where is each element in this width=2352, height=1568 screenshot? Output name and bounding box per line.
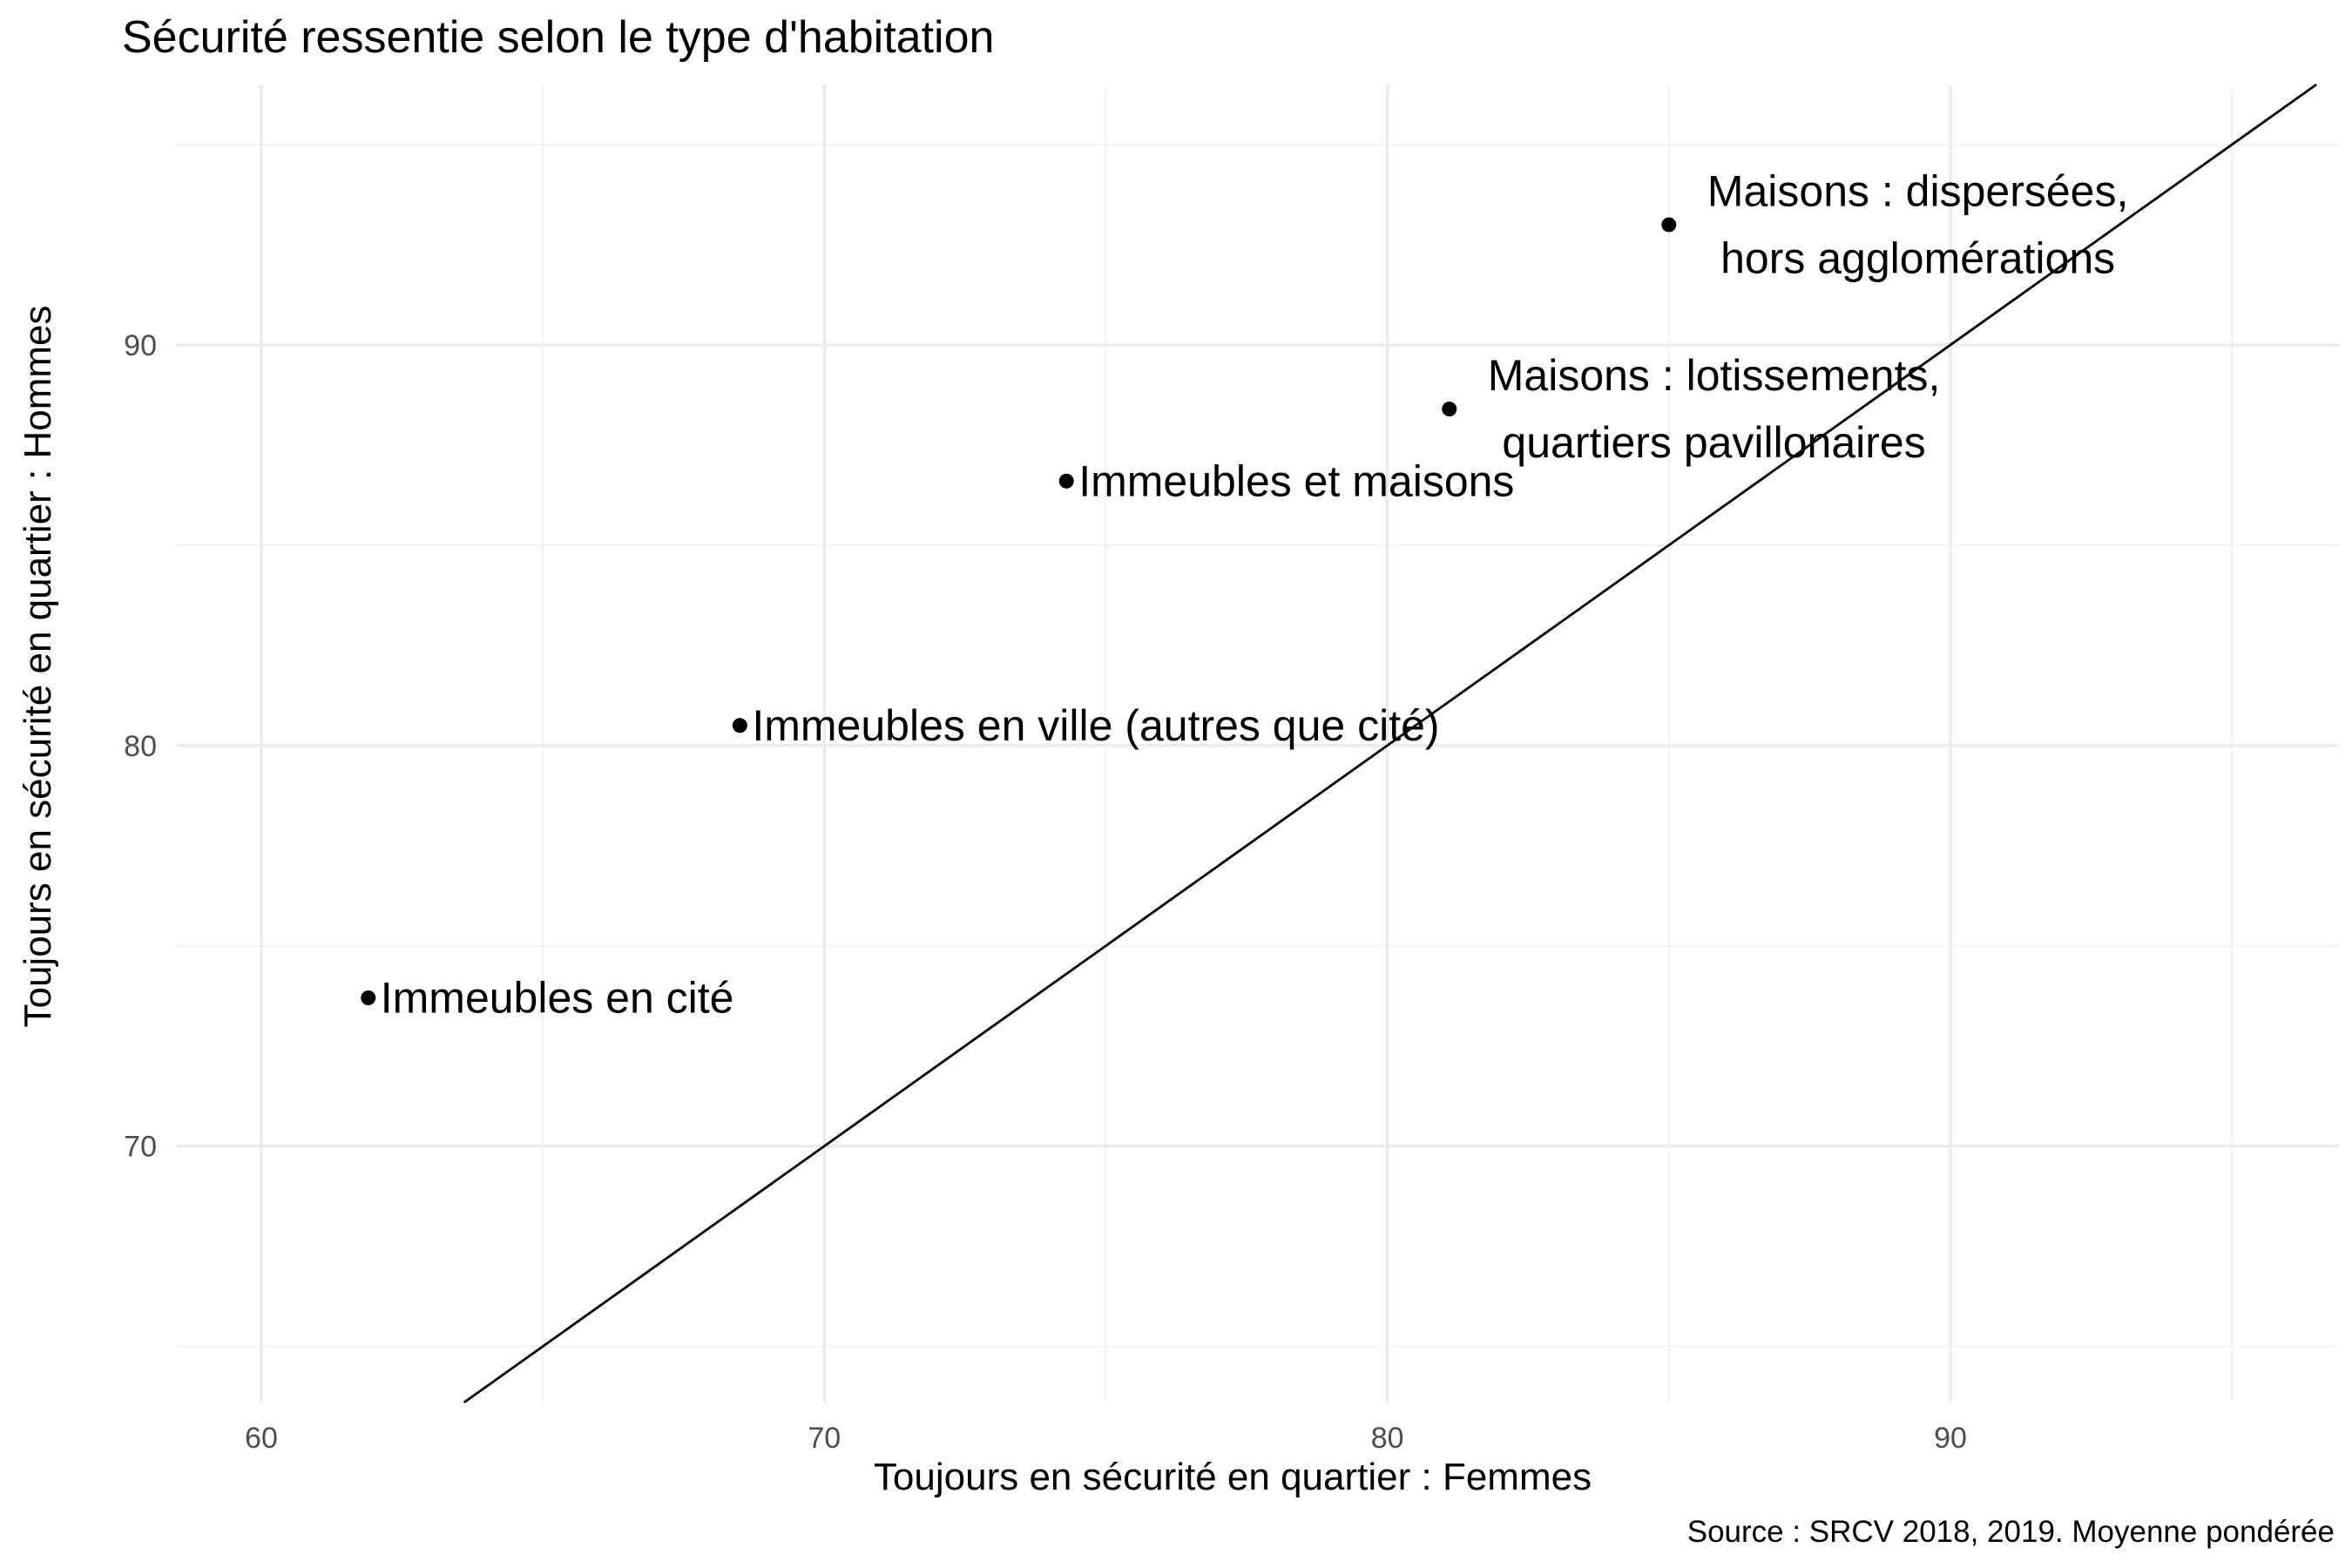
- point-label-line: quartiers pavillonaires: [1502, 418, 1925, 467]
- source-caption: Source : SRCV 2018, 2019. Moyenne pondér…: [1687, 1515, 2335, 1549]
- y-axis-ticks: 70 80 90: [124, 329, 157, 1164]
- y-tick-label: 90: [124, 329, 157, 362]
- x-axis-ticks: 60 70 80 90: [245, 1422, 1967, 1455]
- x-tick-label: 80: [1371, 1422, 1404, 1455]
- y-axis-title: Toujours en sécurité en quartier : Homme…: [17, 305, 59, 1027]
- point-label-line: hors agglomérations: [1720, 233, 2115, 282]
- data-point: [1661, 217, 1677, 233]
- data-point: [361, 990, 376, 1006]
- point-label: Immeubles et maisons: [1078, 456, 1514, 505]
- y-tick-label: 70: [124, 1131, 157, 1164]
- point-label-line: Maisons : dispersées,: [1707, 166, 2129, 215]
- point-label: Immeubles en ville (autres que cité): [752, 701, 1439, 750]
- x-tick-label: 60: [245, 1422, 278, 1455]
- y-tick-label: 80: [124, 730, 157, 763]
- identity-reference-line: [463, 83, 2317, 1404]
- point-labels: Maisons : dispersées, hors agglomérations…: [381, 166, 2129, 1022]
- data-point: [1058, 473, 1074, 489]
- x-tick-label: 70: [808, 1422, 841, 1455]
- data-point: [732, 718, 747, 733]
- major-gridlines: [177, 84, 2339, 1402]
- identity-line: [463, 83, 2317, 1404]
- x-axis-title: Toujours en sécurité en quartier : Femme…: [874, 1456, 1592, 1498]
- minor-gridlines: [177, 84, 2339, 1402]
- point-label-line: Maisons : lotissements,: [1488, 351, 1941, 400]
- x-tick-label: 90: [1934, 1422, 1967, 1455]
- point-label: Immeubles en cité: [381, 974, 734, 1023]
- data-points: [361, 217, 1677, 1006]
- data-point: [1442, 402, 1457, 417]
- chart-title: Sécurité ressentie selon le type d'habit…: [122, 12, 994, 63]
